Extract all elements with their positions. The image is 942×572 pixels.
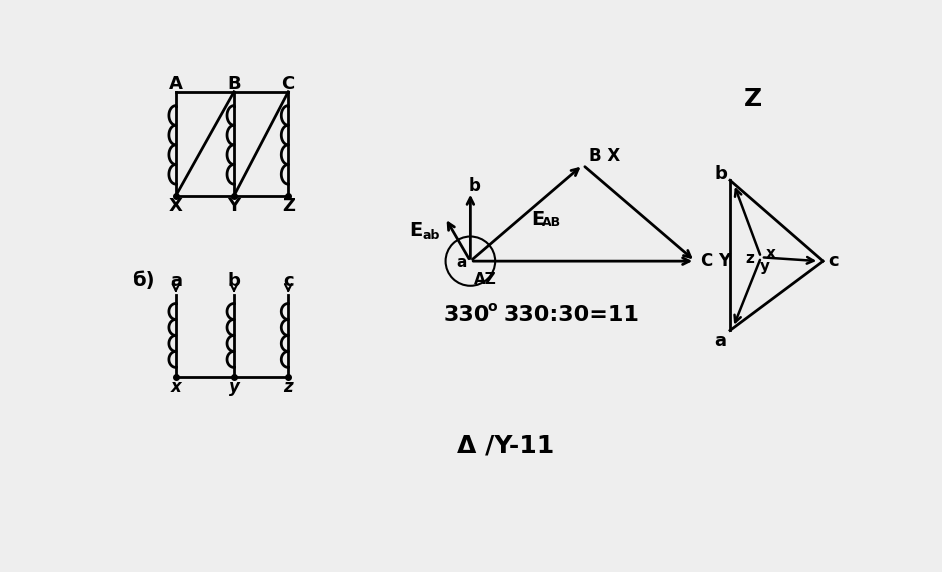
Text: B X: B X bbox=[589, 146, 620, 165]
Text: 330:30=11: 330:30=11 bbox=[503, 305, 639, 325]
Text: c: c bbox=[829, 252, 839, 270]
Text: AZ: AZ bbox=[474, 272, 497, 287]
Text: B: B bbox=[227, 75, 241, 93]
Text: ab: ab bbox=[423, 229, 440, 242]
Text: a: a bbox=[170, 272, 182, 290]
Text: E: E bbox=[531, 210, 544, 229]
Text: b: b bbox=[714, 165, 727, 183]
Text: Δ /Y-11: Δ /Y-11 bbox=[457, 434, 554, 458]
Text: z: z bbox=[746, 251, 755, 267]
Text: z: z bbox=[284, 378, 293, 396]
Text: Z: Z bbox=[282, 197, 295, 214]
Text: 330: 330 bbox=[444, 305, 490, 325]
Text: y: y bbox=[760, 259, 770, 274]
Text: o: o bbox=[487, 300, 496, 315]
Text: b: b bbox=[469, 177, 481, 194]
Text: C Y: C Y bbox=[702, 252, 731, 270]
Text: y: y bbox=[229, 378, 239, 396]
Text: x: x bbox=[171, 378, 181, 396]
Text: A: A bbox=[169, 75, 183, 93]
Text: б): б) bbox=[132, 271, 154, 290]
Text: x: x bbox=[765, 246, 775, 261]
Text: C: C bbox=[282, 75, 295, 93]
Text: Z: Z bbox=[744, 88, 762, 112]
Text: a: a bbox=[715, 332, 726, 350]
Text: X: X bbox=[169, 197, 183, 214]
Text: Y: Y bbox=[227, 197, 240, 214]
Text: b: b bbox=[228, 272, 240, 290]
Text: AB: AB bbox=[542, 216, 560, 229]
Text: a: a bbox=[456, 255, 466, 270]
Text: E: E bbox=[410, 221, 423, 240]
Text: c: c bbox=[283, 272, 294, 290]
